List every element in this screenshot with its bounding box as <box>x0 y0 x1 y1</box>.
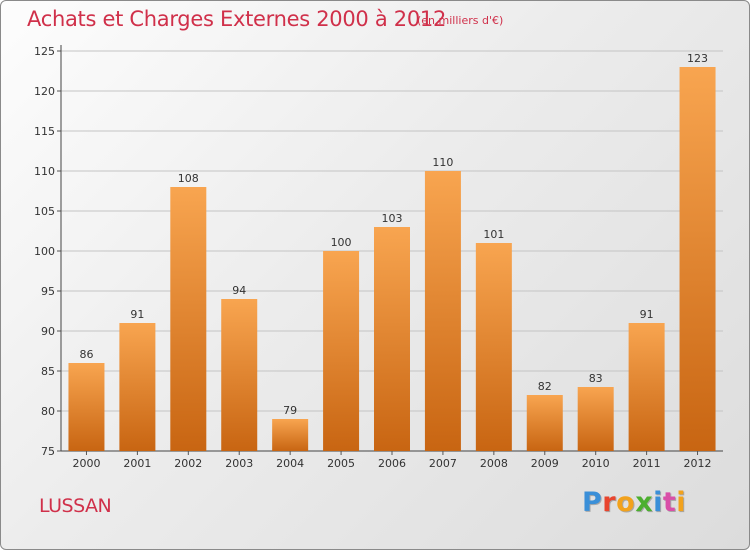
bar-2007 <box>424 171 461 451</box>
bar-2008 <box>475 243 512 451</box>
data-label: 94 <box>232 284 246 297</box>
bar-2011 <box>628 323 665 451</box>
y-tick-label: 80 <box>41 405 55 418</box>
chart-unit: (en milliers d'€) <box>417 14 504 27</box>
y-tick-label: 85 <box>41 365 55 378</box>
bar-2012 <box>679 67 716 451</box>
data-label: 82 <box>538 380 552 393</box>
y-tick-label: 75 <box>41 445 55 458</box>
bar-2006 <box>374 227 410 451</box>
y-tick-label: 100 <box>34 245 55 258</box>
y-tick-labels: 75 80 85 90 95 100 105 110 115 120 125 <box>34 45 55 458</box>
x-tick-label: 2009 <box>531 457 559 470</box>
bar-2000 <box>68 363 105 451</box>
x-tick-labels: 2000 2001 2002 2003 2004 2005 2006 2007 2008 2009… <box>72 457 711 470</box>
logo-letter: x <box>635 487 654 518</box>
x-tick-label: 2006 <box>378 457 406 470</box>
data-label: 83 <box>589 372 603 385</box>
bar-2010 <box>577 387 614 451</box>
bar-2005 <box>323 251 360 451</box>
logo-letter: i <box>676 487 687 518</box>
y-tick-label: 125 <box>34 45 55 58</box>
logo-letter: t <box>662 487 677 518</box>
y-tick-label: 110 <box>34 165 55 178</box>
x-tick-label: 2007 <box>429 457 457 470</box>
y-tick-label: 105 <box>34 205 55 218</box>
logo-letter: i <box>653 487 663 518</box>
bar-2003 <box>221 299 258 451</box>
y-tick-label: 120 <box>34 85 55 98</box>
bar-2001 <box>119 323 156 451</box>
logo-letter: P <box>582 487 603 518</box>
data-label: 91 <box>130 308 144 321</box>
bar-2002 <box>170 187 207 451</box>
x-tick-label: 2002 <box>174 457 202 470</box>
chart-title: Achats et Charges Externes 2000 à 2012 <box>27 7 447 31</box>
logo-letter: o <box>616 487 636 518</box>
x-tick-label: 2004 <box>276 457 304 470</box>
x-tick-label: 2010 <box>582 457 610 470</box>
data-label: 110 <box>432 156 453 169</box>
y-tick-label: 90 <box>41 325 55 338</box>
data-labels: 86 91 108 94 79 100 103 110 101 82 83 91 123 <box>79 52 708 417</box>
data-label: 123 <box>687 52 708 65</box>
x-tick-label: 2008 <box>480 457 508 470</box>
proxiti-logo: Proxiti <box>582 487 686 518</box>
y-tick-label: 115 <box>34 125 55 138</box>
x-tick-label: 2000 <box>72 457 100 470</box>
data-label: 108 <box>178 172 199 185</box>
commune-name: LUSSAN <box>39 495 112 517</box>
x-tick-label: 2011 <box>633 457 661 470</box>
data-label: 79 <box>283 404 297 417</box>
y-tick-label: 95 <box>41 285 55 298</box>
bar-2004 <box>272 419 309 451</box>
data-label: 91 <box>640 308 654 321</box>
bar-2009 <box>526 395 563 451</box>
bars <box>68 67 716 451</box>
data-label: 103 <box>382 212 403 225</box>
x-tick-label: 2012 <box>684 457 712 470</box>
x-tick-label: 2005 <box>327 457 355 470</box>
data-label: 100 <box>331 236 352 249</box>
logo-letter: r <box>602 487 617 518</box>
data-label: 101 <box>483 228 504 241</box>
x-tick-label: 2003 <box>225 457 253 470</box>
data-label: 86 <box>79 348 93 361</box>
x-tick-label: 2001 <box>123 457 151 470</box>
